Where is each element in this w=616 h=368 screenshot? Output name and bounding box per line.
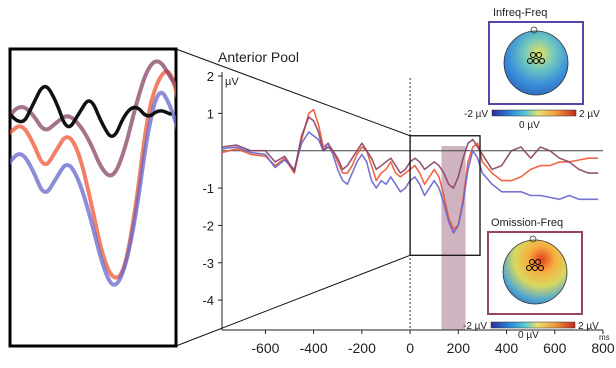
colorbar (490, 321, 576, 329)
topomap-infreq-freq: Infreq-Freq -2 µV 2 µV 0 µV (464, 7, 600, 131)
zoom-window-box (409, 135, 481, 256)
scale-min-label: -2 µV (464, 109, 488, 120)
x-tick-label: -400 (300, 340, 328, 356)
topomap-omission-freq: Omission-Freq -2 µV 2 µV 0 µV (463, 217, 599, 341)
x-tick-label: -600 (251, 340, 279, 356)
zoom-series-line (10, 84, 173, 138)
zoom-inset (10, 59, 176, 287)
scale-mid-label: 0 µV (519, 120, 540, 131)
scale-max-label: 2 µV (578, 321, 599, 332)
series-line (221, 116, 599, 189)
zoom-series-line (10, 59, 176, 178)
y-tick-label: -1 (202, 181, 214, 196)
y-axis-unit: µV (225, 76, 239, 88)
x-tick-label: 400 (495, 340, 519, 356)
x-tick-label: 600 (543, 340, 567, 356)
scale-mid-label: 0 µV (518, 330, 539, 341)
topomap-title: Omission-Freq (491, 217, 563, 229)
x-tick-label: 800 (591, 340, 615, 356)
x-tick-label: 200 (447, 340, 471, 356)
y-tick-label: 1 (207, 106, 214, 121)
x-tick-label: -200 (348, 340, 376, 356)
connector-top (175, 48, 411, 137)
colorbar (491, 109, 577, 117)
y-tick-label: -4 (202, 293, 214, 308)
head-map (502, 239, 568, 305)
connector-bottom (175, 254, 411, 347)
scale-max-label: 2 µV (579, 109, 600, 120)
topomap-title: Infreq-Freq (493, 7, 547, 19)
highlight-window (441, 146, 466, 330)
y-tick-label: 2 (207, 69, 214, 84)
series-line (221, 108, 599, 230)
x-tick-label: 0 (406, 340, 414, 356)
zoom-inset-frame (8, 47, 178, 348)
zoom-connector-lines (175, 48, 411, 347)
scale-min-label: -2 µV (463, 321, 487, 332)
zoom-series-line (10, 90, 176, 287)
y-tick-label: -2 (202, 218, 214, 233)
series-line (221, 131, 599, 234)
x-axis-unit: ms (599, 333, 610, 342)
chart-title: Anterior Pool (218, 49, 299, 65)
y-tick-label: -3 (202, 256, 214, 271)
